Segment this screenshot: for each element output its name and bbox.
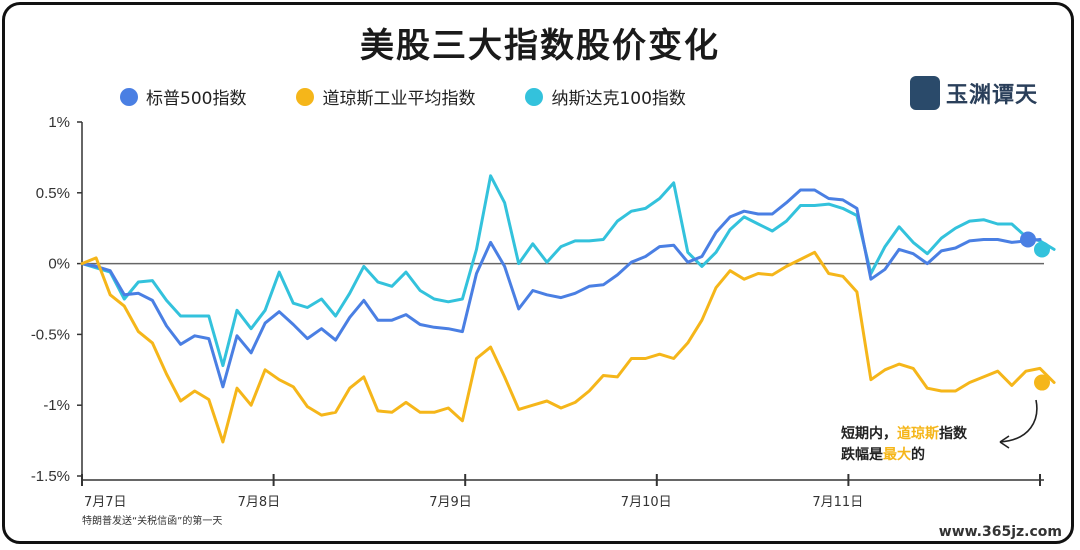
x-tick-label: 7月9日 — [429, 495, 472, 510]
brand-logo: 玉渊谭天 — [909, 76, 1038, 110]
legend-dot-dow — [296, 87, 315, 106]
y-tick-label: 0% — [48, 256, 70, 273]
annotation-line2-suffix: 的 — [911, 447, 925, 463]
y-tick-label: 1% — [48, 114, 70, 131]
legend-item-nasdaq: 纳斯达克100指数 — [525, 84, 686, 109]
legend-dot-sp500 — [120, 87, 138, 106]
logo-icon — [909, 76, 940, 110]
legend-label-nasdaq: 纳斯达克100指数 — [551, 89, 686, 109]
end-marker-nasdaq — [1034, 241, 1050, 258]
end-marker-sp500 — [1020, 231, 1036, 248]
annotation-arrow-head — [999, 435, 1010, 449]
annotation-line2-highlight: 最大 — [883, 447, 911, 463]
series-line-dow — [80, 250, 1056, 444]
series-line-nasdaq — [80, 174, 1056, 368]
y-tick-label: 0.5% — [36, 185, 70, 202]
annotation-line-1: 短期内，道琼斯指数 — [841, 424, 967, 445]
legend-label-dow: 道琼斯工业平均指数 — [322, 89, 476, 109]
x-tick-label: 7月7日 — [84, 495, 127, 510]
y-tick-label: -0.5% — [31, 326, 70, 343]
watermark: www.365jz.com — [938, 524, 1062, 540]
y-tick-label: -1% — [43, 397, 70, 414]
chart-annotation: 短期内，道琼斯指数 跌幅是最大的 — [841, 424, 967, 466]
x-axis-note: 特朗普发送“关税信函”的第一天 — [82, 514, 222, 527]
chart-title: 美股三大指数股价变化 — [360, 26, 720, 66]
x-tick-label: 7月8日 — [238, 495, 281, 510]
legend-item-dow: 道琼斯工业平均指数 — [296, 84, 475, 109]
annotation-arrow — [999, 399, 1038, 443]
annotation-line1-suffix: 指数 — [939, 426, 967, 442]
x-tick-label: 7月10日 — [621, 495, 672, 510]
chart-legend: 标普500指数 道琼斯工业平均指数 纳斯达克100指数 — [120, 84, 736, 109]
x-tick-label: 7月11日 — [812, 495, 863, 510]
y-tick-label: -1.5% — [31, 468, 70, 485]
annotation-line1-highlight: 道琼斯 — [897, 426, 939, 442]
annotation-line1-prefix: 短期内， — [841, 426, 897, 442]
annotation-line2-prefix: 跌幅是 — [841, 447, 883, 463]
legend-dot-nasdaq — [525, 87, 544, 106]
logo-text: 玉渊谭天 — [945, 82, 1038, 108]
end-marker-dow — [1034, 374, 1050, 391]
legend-item-sp500: 标普500指数 — [120, 84, 246, 109]
annotation-line-2: 跌幅是最大的 — [841, 445, 967, 466]
series-line-sp500 — [80, 188, 1042, 389]
legend-label-sp500: 标普500指数 — [146, 89, 247, 109]
